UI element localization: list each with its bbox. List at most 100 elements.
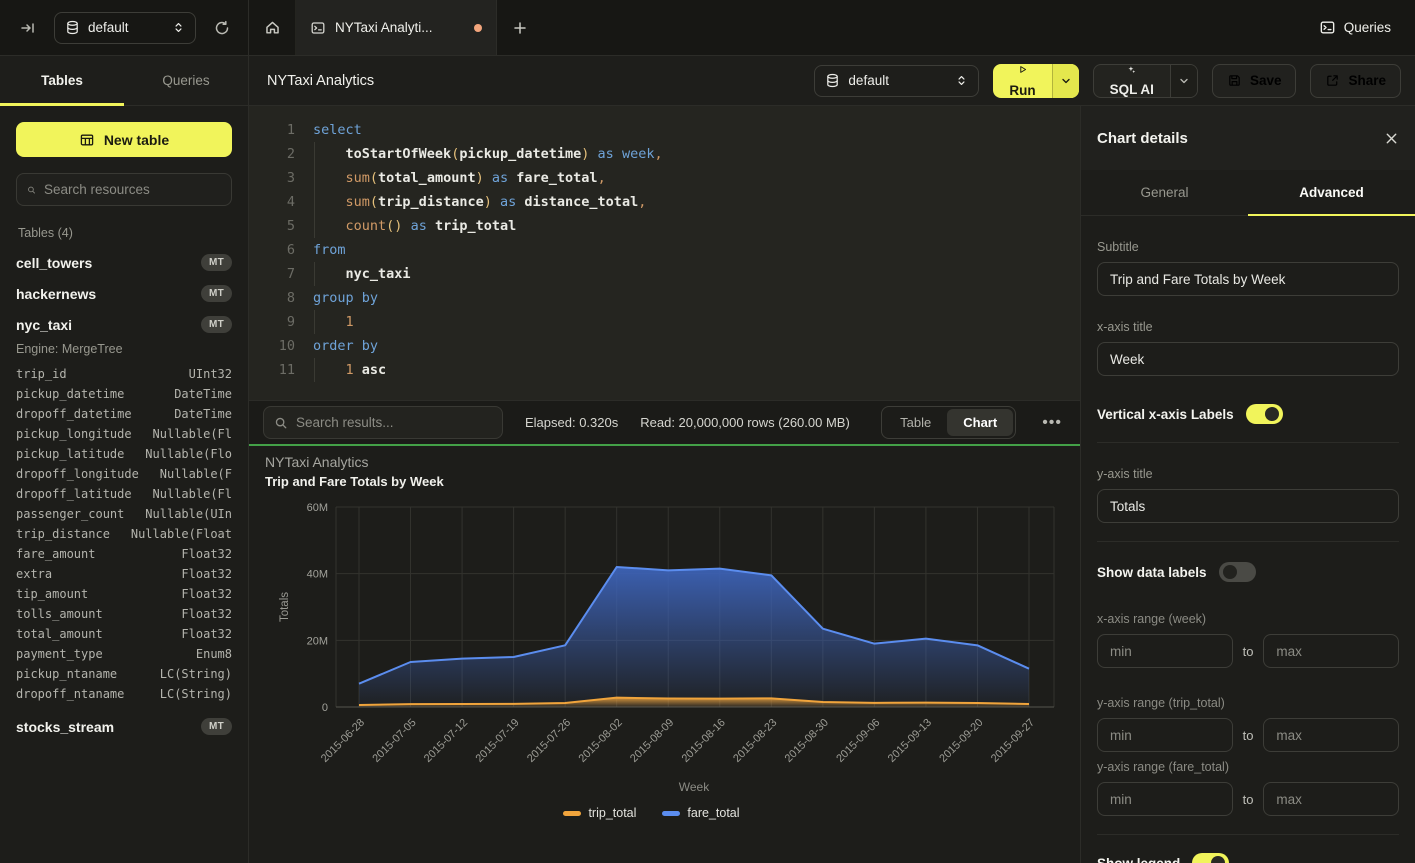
- code-line: nyc_taxi: [313, 262, 1080, 286]
- toggle-knob: [1265, 407, 1279, 421]
- sql-ai-options-button[interactable]: [1170, 65, 1197, 97]
- x-axis-title-input[interactable]: [1097, 342, 1399, 376]
- column-type: UInt32: [189, 364, 232, 384]
- show-data-labels-label: Show data labels: [1097, 565, 1207, 580]
- sql-ai-button[interactable]: SQL AI: [1094, 65, 1170, 97]
- sidebar-search-input[interactable]: [44, 182, 221, 197]
- sidebar-tab-queries[interactable]: Queries: [124, 56, 248, 105]
- legend-item-trip_total[interactable]: trip_total: [563, 806, 636, 820]
- save-button[interactable]: Save: [1212, 64, 1297, 98]
- column-row: trip_distance Nullable(Float: [16, 524, 232, 544]
- run-options-button[interactable]: [1052, 64, 1079, 98]
- legend-item-fare_total[interactable]: fare_total: [662, 806, 739, 820]
- body-row: New table Tables (4) cell_towers MThacke…: [0, 106, 1415, 863]
- x-range-max-input[interactable]: [1263, 634, 1399, 668]
- column-type: Float32: [181, 624, 232, 644]
- x-range-label: x-axis range (week): [1097, 612, 1399, 626]
- queries-button[interactable]: Queries: [1319, 19, 1391, 36]
- code-line: 1 asc: [313, 358, 1080, 382]
- column-name: pickup_datetime: [16, 384, 124, 404]
- line-number: 7: [249, 262, 295, 286]
- line-number: 1: [249, 118, 295, 142]
- column-name: payment_type: [16, 644, 103, 664]
- table-name: nyc_taxi: [16, 317, 72, 333]
- column-row: tip_amount Float32: [16, 584, 232, 604]
- line-number: 4: [249, 190, 295, 214]
- vertical-x-axis-labels-toggle[interactable]: [1246, 404, 1283, 424]
- details-tab-general[interactable]: General: [1081, 170, 1248, 215]
- table-item-stocks_stream[interactable]: stocks_stream MT: [16, 718, 232, 735]
- x-tick-label: 2015-08-23: [731, 717, 779, 765]
- legend-swatch: [563, 811, 581, 816]
- sidebar-search: [16, 173, 232, 206]
- toggle-knob: [1223, 565, 1237, 579]
- run-button[interactable]: Run: [993, 64, 1051, 98]
- chart-details-panel: Chart details General Advanced Subtitle …: [1080, 106, 1415, 863]
- y-range-fare-min-input[interactable]: [1097, 782, 1233, 816]
- x-tick-label: 2015-08-02: [577, 717, 625, 765]
- x-tick-label: 2015-08-16: [680, 717, 728, 765]
- range-to-label: to: [1243, 792, 1254, 807]
- y-range-fare-max-input[interactable]: [1263, 782, 1399, 816]
- column-type: Nullable(Flo: [145, 444, 232, 464]
- y-range-trip-max-input[interactable]: [1263, 718, 1399, 752]
- close-details-button[interactable]: [1384, 131, 1399, 146]
- y-axis-title-input[interactable]: [1097, 489, 1399, 523]
- column-type: LC(String): [160, 684, 232, 704]
- table-name: hackernews: [16, 286, 96, 302]
- subtitle-input[interactable]: [1097, 262, 1399, 296]
- sidebar-tab-tables[interactable]: Tables: [0, 56, 124, 105]
- sql-editor[interactable]: 1234567891011 select toStartOfWeek(picku…: [249, 106, 1080, 400]
- collapse-sidebar-icon: [20, 20, 36, 36]
- database-selector[interactable]: default: [54, 12, 196, 44]
- chart-plot[interactable]: 020M40M60M2015-06-282015-07-052015-07-12…: [249, 446, 1079, 863]
- database-selector-value: default: [88, 20, 129, 35]
- column-name: pickup_latitude: [16, 444, 124, 464]
- new-tab-button[interactable]: [497, 0, 543, 55]
- console-icon: [310, 20, 326, 36]
- chevron-down-icon: [1060, 75, 1072, 87]
- legend-label: trip_total: [588, 806, 636, 820]
- column-name: trip_distance: [16, 524, 110, 544]
- search-icon: [274, 416, 288, 430]
- results-search-input[interactable]: [296, 415, 492, 430]
- view-toggle-chart[interactable]: Chart: [947, 409, 1013, 436]
- details-tab-advanced[interactable]: Advanced: [1248, 170, 1415, 215]
- home-button[interactable]: [249, 0, 296, 55]
- view-toggle-table[interactable]: Table: [884, 409, 947, 436]
- sql-ai-button-label: SQL AI: [1110, 82, 1154, 97]
- y-range-trip-min-input[interactable]: [1097, 718, 1233, 752]
- show-legend-toggle[interactable]: [1192, 853, 1229, 863]
- column-name: trip_id: [16, 364, 67, 384]
- column-type: Nullable(F: [160, 464, 232, 484]
- sparkles-icon: [1124, 65, 1139, 74]
- show-data-labels-toggle[interactable]: [1219, 562, 1256, 582]
- tab-nytaxi-analytics[interactable]: NYTaxi Analyti...: [296, 0, 497, 55]
- column-row: trip_id UInt32: [16, 364, 232, 384]
- results-more-button[interactable]: •••: [1038, 414, 1066, 432]
- show-legend-label: Show legend: [1097, 856, 1180, 863]
- column-row: pickup_datetime DateTime: [16, 384, 232, 404]
- refresh-button[interactable]: [208, 14, 236, 42]
- save-icon: [1227, 73, 1242, 88]
- chart-card: NYTaxi Analytics Trip and Fare Totals by…: [249, 446, 1080, 863]
- table-item-hackernews[interactable]: hackernews MT: [16, 285, 232, 302]
- column-name: dropoff_longitude: [16, 464, 139, 484]
- run-database-selector[interactable]: default: [814, 65, 979, 97]
- column-type: Float32: [181, 584, 232, 604]
- results-toolbar: Elapsed: 0.320s Read: 20,000,000 rows (2…: [249, 400, 1080, 444]
- column-row: pickup_longitude Nullable(Fl: [16, 424, 232, 444]
- share-button[interactable]: Share: [1310, 64, 1401, 98]
- x-range-min-input[interactable]: [1097, 634, 1233, 668]
- table-item-nyc_taxi[interactable]: nyc_taxi MT: [16, 316, 232, 333]
- collapse-sidebar-button[interactable]: [14, 14, 42, 42]
- table-item-cell_towers[interactable]: cell_towers MT: [16, 254, 232, 271]
- topbar-right: Queries: [1319, 0, 1415, 55]
- run-button-label: Run: [1009, 83, 1035, 98]
- sidebar: New table Tables (4) cell_towers MThacke…: [0, 106, 249, 863]
- column-type: Nullable(Float: [131, 524, 232, 544]
- topbar-left: default: [0, 0, 249, 55]
- new-table-button[interactable]: New table: [16, 122, 232, 157]
- column-type: Nullable(Fl: [153, 424, 232, 444]
- legend-label: fare_total: [687, 806, 739, 820]
